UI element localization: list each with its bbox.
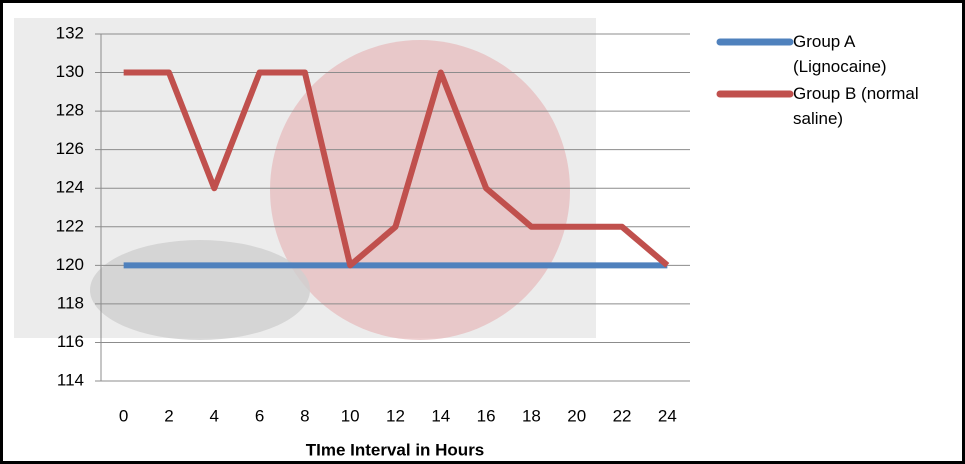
chart-container: TIme Interval in Hours 11411611812012212… [0, 0, 965, 464]
frame [0, 0, 965, 464]
